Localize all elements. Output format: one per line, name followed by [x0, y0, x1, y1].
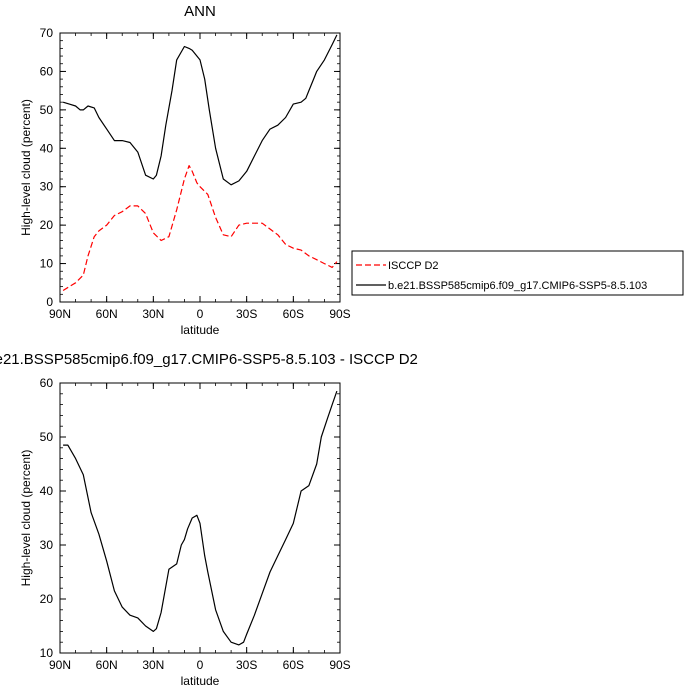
y-tick-label: 0 [46, 295, 53, 309]
x-axis-label: latitude [181, 674, 220, 688]
series-line-1 [63, 390, 338, 646]
y-tick-label: 30 [40, 180, 54, 194]
x-tick-label: 30N [142, 658, 164, 672]
series-line-2 [62, 34, 338, 186]
y-tick-label: 70 [40, 26, 54, 40]
chart-panel-1: ANN 0 10 20 30 40 50 60 70 90N 60N 30N 0 30S 60S 90S lat… [19, 3, 684, 337]
series-line-1 [62, 165, 338, 292]
y-tick-label: 10 [40, 257, 54, 271]
x-tick-label: 60S [283, 307, 304, 321]
x-tick-label: 90N [49, 307, 71, 321]
x-tick-label: 0 [197, 307, 204, 321]
legend-label-1: ISCCP D2 [388, 260, 439, 272]
y-tick-label: 40 [40, 484, 54, 498]
x-tick-label: 60S [283, 658, 304, 672]
y-tick-label: 50 [40, 103, 54, 117]
y-tick-label: 20 [40, 592, 54, 606]
x-tick-label: 90S [329, 307, 350, 321]
chart-title: b.e21.BSSP585cmip6.f09_g17.CMIP6-SSP5-8.… [0, 351, 418, 368]
legend: ISCCP D2 b.e21.BSSP585cmip6.f09_g17.CMIP6… [351, 250, 684, 296]
y-axis-label: High-level cloud (percent) [19, 450, 33, 587]
x-tick-label: 60N [96, 307, 118, 321]
y-axis-label: High-level cloud (percent) [19, 99, 33, 236]
y-tick-label: 20 [40, 218, 54, 232]
legend-label-2: b.e21.BSSP585cmip6.f09_g17.CMIP6-SSP5-8.… [388, 280, 647, 292]
y-tick-label: 40 [40, 141, 54, 155]
plot-frame [59, 382, 341, 654]
y-tick-label: 30 [40, 538, 54, 552]
x-tick-label: 90N [49, 658, 71, 672]
x-tick-label: 0 [197, 658, 204, 672]
y-tick-label: 10 [40, 646, 54, 660]
legend-box [351, 250, 684, 296]
x-axis-label: latitude [181, 323, 220, 337]
x-tick-label: 90S [329, 658, 350, 672]
x-tick-label: 30S [236, 307, 257, 321]
y-tick-label: 60 [40, 64, 54, 78]
x-tick-label: 30N [142, 307, 164, 321]
plot-frame [59, 32, 341, 303]
y-tick-label: 50 [40, 430, 54, 444]
x-tick-label: 30S [236, 658, 257, 672]
y-tick-label: 60 [40, 376, 54, 390]
chart-title: ANN [184, 3, 216, 20]
chart-panel-2: b.e21.BSSP585cmip6.f09_g17.CMIP6-SSP5-8.… [0, 351, 418, 688]
x-tick-label: 60N [96, 658, 118, 672]
